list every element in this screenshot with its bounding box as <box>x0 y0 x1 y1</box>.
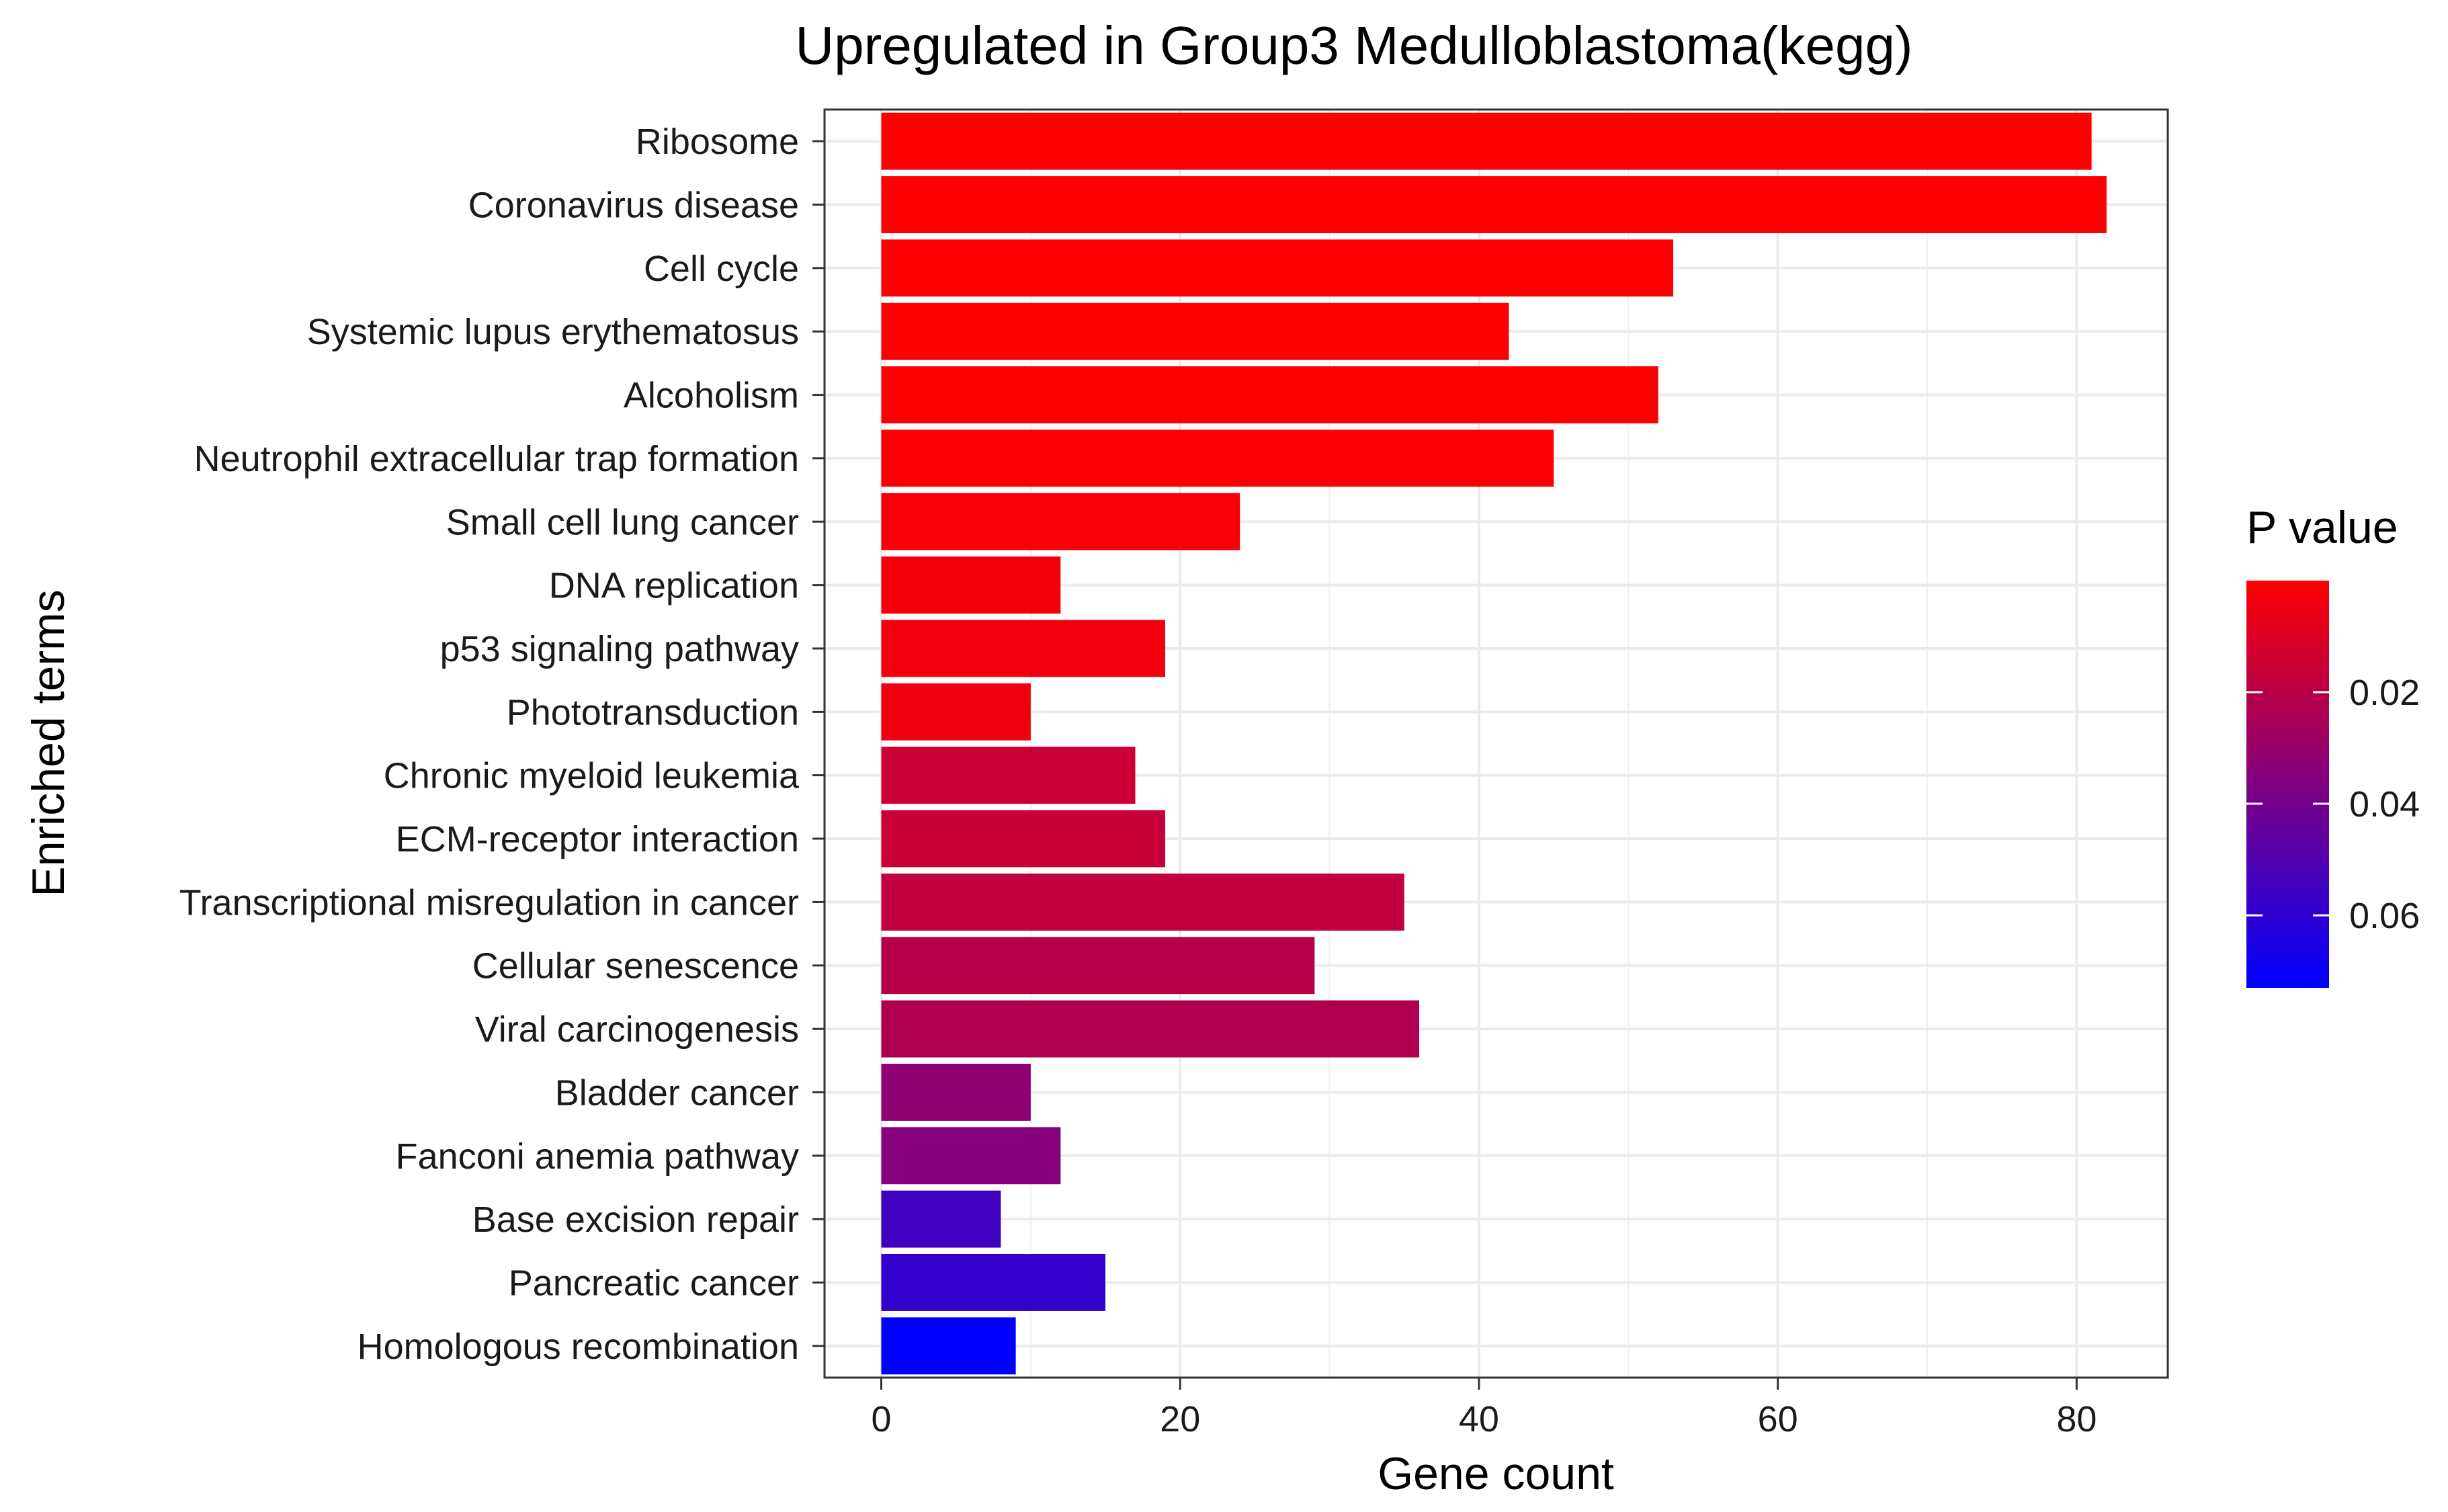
bar <box>881 1000 1419 1058</box>
x-tick-label: 0 <box>871 1399 891 1439</box>
bar <box>881 239 1673 297</box>
y-tick-label: Pancreatic cancer <box>509 1263 799 1303</box>
bar <box>881 1254 1106 1311</box>
y-tick-label: Coronavirus disease <box>468 185 799 226</box>
legend-title: P value <box>2246 502 2398 553</box>
chart-title: Upregulated in Group3 Medulloblastoma(ke… <box>795 15 1912 75</box>
x-tick-label: 80 <box>2056 1399 2097 1439</box>
legend: P value 0.02 0.04 0.06 <box>2246 502 2420 988</box>
colorbar <box>2246 581 2329 988</box>
bar <box>881 810 1165 868</box>
y-tick-label: Base excision repair <box>472 1200 799 1240</box>
y-tick-label: ECM-receptor interaction <box>396 819 799 859</box>
x-tick-label: 60 <box>1758 1399 1798 1439</box>
bar <box>881 747 1136 804</box>
y-tick-label: Cellular senescence <box>472 946 799 986</box>
bar <box>881 1127 1061 1185</box>
legend-tick-label: 0.02 <box>2349 673 2420 713</box>
y-tick-label: Fanconi anemia pathway <box>396 1136 799 1177</box>
bar <box>881 302 1509 360</box>
y-tick-label: p53 signaling pathway <box>440 629 799 669</box>
bar <box>881 683 1031 741</box>
bar <box>881 176 2107 233</box>
y-tick-label: Homologous recombination <box>357 1327 799 1367</box>
bar <box>881 366 1658 424</box>
bar <box>881 620 1165 677</box>
bar <box>881 493 1240 550</box>
plot-panel <box>823 108 2169 1379</box>
y-tick-label: Transcriptional misregulation in cancer <box>179 882 799 923</box>
bar <box>881 1063 1031 1121</box>
bar <box>881 873 1404 931</box>
y-tick-label: Neutrophil extracellular trap formation <box>194 439 799 479</box>
bar <box>881 112 2092 170</box>
y-tick-label: Phototransduction <box>507 692 799 732</box>
y-axis: Ribosome Coronavirus disease Cell cycle Sys… <box>179 122 825 1367</box>
y-tick-label: DNA replication <box>549 566 799 606</box>
y-tick-label: Cell cycle <box>644 249 799 289</box>
y-tick-label: Systemic lupus erythematosus <box>307 312 799 352</box>
legend-tick-label: 0.04 <box>2349 784 2420 825</box>
y-tick-label: Alcoholism <box>624 376 799 416</box>
x-tick-label: 40 <box>1459 1399 1499 1439</box>
legend-tick-label: 0.06 <box>2349 896 2420 936</box>
y-tick-label: Small cell lung cancer <box>446 502 799 542</box>
bar <box>881 937 1315 995</box>
y-tick-label: Chronic myeloid leukemia <box>384 756 800 796</box>
y-axis-title: Enriched terms <box>23 589 74 896</box>
x-tick-label: 20 <box>1160 1399 1200 1439</box>
x-axis: 0 20 40 60 80 <box>871 1378 2097 1439</box>
bar <box>881 1190 1001 1248</box>
y-tick-label: Viral carcinogenesis <box>475 1009 799 1050</box>
bar <box>881 556 1061 614</box>
x-axis-title: Gene count <box>1378 1448 1614 1499</box>
y-tick-label: Ribosome <box>636 122 799 162</box>
bar <box>881 1317 1016 1375</box>
bar <box>881 429 1554 487</box>
panel-border <box>823 108 2169 1379</box>
y-tick-label: Bladder cancer <box>555 1073 799 1113</box>
